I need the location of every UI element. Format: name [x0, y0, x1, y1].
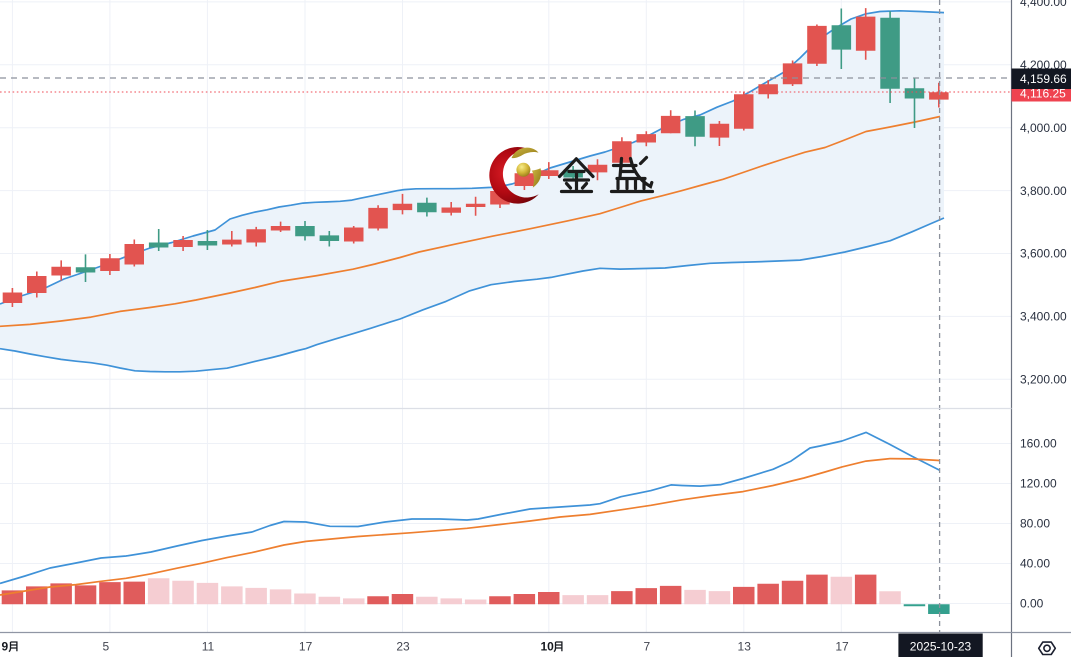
svg-text:11: 11: [202, 640, 215, 654]
svg-text:4,000.00: 4,000.00: [1020, 121, 1067, 135]
svg-text:13: 13: [738, 640, 752, 654]
svg-text:0.00: 0.00: [1020, 597, 1044, 611]
svg-text:4,400.00: 4,400.00: [1020, 0, 1067, 9]
svg-text:80.00: 80.00: [1020, 517, 1050, 531]
svg-text:23: 23: [396, 640, 410, 654]
svg-text:3,400.00: 3,400.00: [1020, 310, 1067, 324]
svg-text:3,600.00: 3,600.00: [1020, 247, 1067, 261]
svg-text:7: 7: [644, 640, 651, 654]
svg-text:3,200.00: 3,200.00: [1020, 372, 1067, 386]
svg-text:17: 17: [835, 640, 849, 654]
svg-text:17: 17: [299, 640, 313, 654]
svg-text:4,159.66: 4,159.66: [1020, 72, 1067, 86]
svg-text:5: 5: [103, 640, 110, 654]
svg-text:3,800.00: 3,800.00: [1020, 184, 1067, 198]
svg-text:9: 9: [2, 640, 9, 654]
svg-text:40.00: 40.00: [1020, 557, 1050, 571]
svg-text:120.00: 120.00: [1020, 477, 1057, 491]
svg-text:2025-10-23: 2025-10-23: [910, 640, 972, 654]
svg-text:160.00: 160.00: [1020, 437, 1057, 451]
svg-text:10: 10: [541, 640, 555, 654]
